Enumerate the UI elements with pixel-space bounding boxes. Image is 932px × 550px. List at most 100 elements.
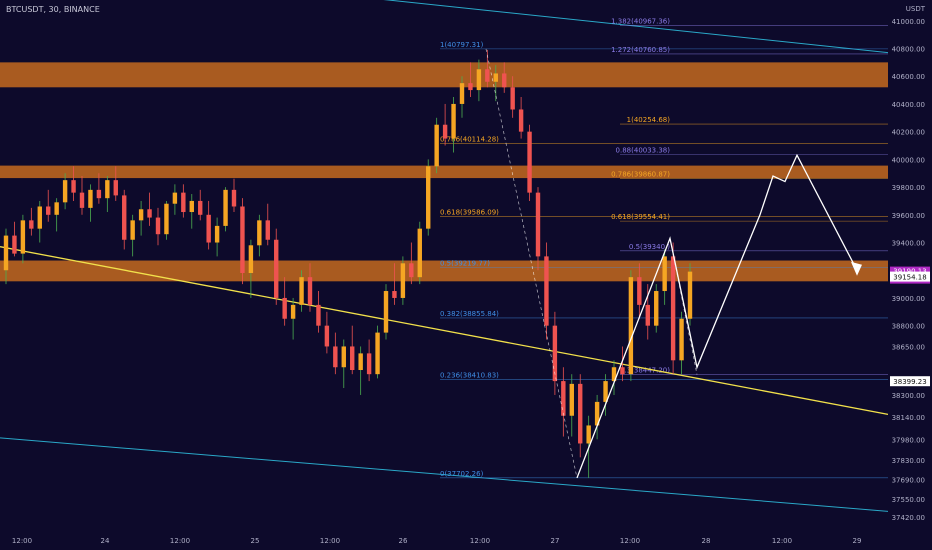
candle-body-63 — [535, 192, 541, 257]
price-tick-8: 39400.00 — [892, 240, 925, 248]
candle-body-72 — [611, 367, 617, 382]
price-tick-9: 39000.00 — [892, 295, 925, 303]
fib-left-label-5: 0.236(38410.83) — [440, 372, 499, 380]
candle-body-61 — [518, 109, 524, 132]
candle-body-34 — [290, 304, 296, 319]
candle-body-16 — [138, 209, 144, 221]
candle-body-47 — [400, 263, 406, 298]
candle-body-38 — [324, 325, 330, 347]
candle-body-54 — [459, 83, 465, 104]
price-tick-6: 39800.00 — [892, 184, 925, 192]
candle-body-24 — [206, 214, 211, 243]
time-tick-9: 28 — [702, 537, 711, 545]
fib-left-label-0: 1(40797.31) — [440, 41, 484, 49]
fib-left-label-1: 0.786(40114.28) — [440, 136, 499, 144]
candle-body-26 — [223, 189, 228, 226]
channel-lower-line — [0, 437, 889, 512]
price-tick-14: 37980.00 — [892, 436, 925, 444]
fib-left-label-3: 0.5(39219.77) — [440, 259, 490, 267]
candle-body-44 — [375, 332, 380, 375]
price-tick-2: 40600.00 — [892, 73, 925, 81]
price-readout-label-2: 38399.23 — [893, 378, 926, 386]
candle-body-74 — [628, 277, 634, 375]
candle-body-27 — [231, 189, 237, 207]
candle-body-45 — [383, 291, 389, 333]
candle-body-56 — [476, 69, 482, 91]
price-tick-0: 41000.00 — [892, 18, 925, 26]
price-tick-1: 40800.00 — [892, 46, 925, 54]
price-tick-3: 40400.00 — [892, 101, 925, 109]
candle-body-10 — [88, 189, 93, 208]
candle-body-43 — [366, 353, 372, 375]
candle-body-5 — [46, 206, 51, 215]
candle-body-15 — [130, 220, 135, 240]
candle-body-65 — [552, 325, 558, 382]
fib-right-label-3: 0.88(40033.38) — [616, 147, 671, 155]
time-tick-8: 12:00 — [620, 537, 640, 545]
candle-body-59 — [502, 73, 507, 88]
supply-zone-1 — [0, 165, 888, 179]
candle-body-9 — [79, 192, 85, 208]
candle-body-4 — [37, 206, 42, 229]
candle-body-3 — [29, 220, 34, 229]
candle-body-30 — [257, 220, 262, 246]
time-tick-5: 26 — [399, 537, 408, 545]
candle-body-49 — [417, 228, 422, 278]
candle-body-21 — [181, 192, 186, 213]
candle-body-80 — [679, 318, 684, 361]
fib-right-label-6: 0.5(39340.) — [629, 243, 670, 251]
candle-body-31 — [265, 220, 270, 240]
fib-swing-right — [669, 238, 698, 375]
candle-body-48 — [409, 263, 414, 278]
price-tick-12: 38300.00 — [892, 392, 925, 400]
price-tick-5: 40000.00 — [892, 156, 925, 164]
price-readout-label-1: 39154.18 — [893, 274, 926, 282]
price-tick-16: 37690.00 — [892, 476, 925, 484]
candle-body-18 — [155, 217, 161, 235]
candle-body-11 — [96, 189, 102, 199]
price-tick-13: 38140.00 — [892, 414, 925, 422]
candle-body-20 — [172, 192, 178, 204]
candle-body-51 — [434, 124, 439, 167]
candle-body-2 — [20, 220, 26, 254]
candle-body-33 — [282, 297, 287, 319]
candle-body-69 — [586, 425, 591, 444]
price-readout-box-2 — [890, 376, 930, 387]
fib-left-label-6: 0(37702.26) — [440, 470, 484, 478]
price-tick-17: 37550.00 — [892, 496, 925, 504]
price-tick-11: 38650.00 — [892, 343, 925, 351]
candle-body-37 — [316, 304, 321, 326]
yellow-trendline — [0, 246, 889, 416]
price-tick-4: 40200.00 — [892, 129, 925, 137]
fib-right-label-0: 1.382(40967.36) — [611, 17, 670, 25]
candle-body-0 — [3, 235, 9, 271]
candle-body-64 — [544, 256, 549, 326]
candle-body-66 — [561, 381, 566, 416]
time-tick-4: 12:00 — [320, 537, 340, 545]
candle-body-17 — [147, 209, 152, 218]
fib-left-label-2: 0.618(39586.09) — [440, 209, 499, 217]
time-tick-1: 24 — [101, 537, 110, 545]
candle-body-52 — [442, 124, 448, 139]
candle-body-1 — [12, 235, 17, 254]
candle-body-78 — [662, 256, 667, 292]
time-tick-7: 27 — [551, 537, 560, 545]
fib-right-label-2: 1(40254.68) — [627, 116, 671, 124]
candle-body-42 — [358, 353, 363, 371]
candle-body-73 — [620, 367, 625, 375]
candle-body-57 — [485, 69, 490, 82]
candle-body-25 — [214, 225, 220, 243]
candle-body-81 — [687, 271, 693, 319]
candle-body-75 — [637, 277, 642, 305]
price-readout-box-1 — [890, 271, 930, 282]
time-tick-6: 12:00 — [470, 537, 490, 545]
ticker-title: BTCUSDT, 30, BINANCE — [6, 5, 100, 14]
candle-body-46 — [392, 291, 397, 298]
time-axis-bg — [0, 528, 932, 550]
candle-body-8 — [71, 180, 76, 193]
candle-body-36 — [307, 277, 313, 305]
candle-body-23 — [198, 200, 203, 215]
price-tick-7: 39600.00 — [892, 212, 925, 220]
